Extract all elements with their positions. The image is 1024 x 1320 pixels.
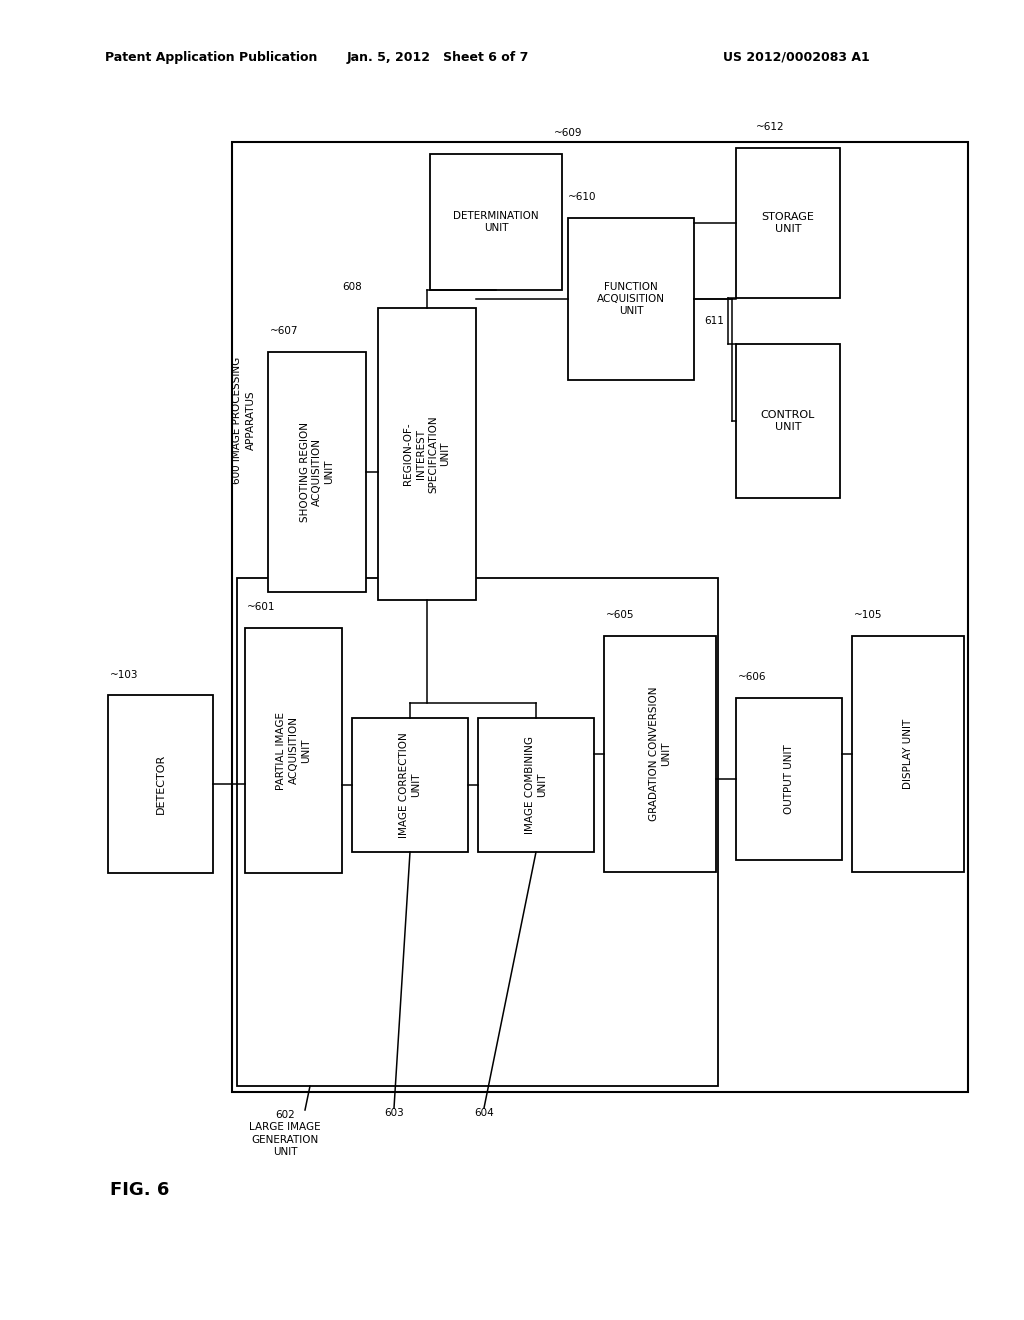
Text: DETECTOR: DETECTOR [156,754,166,814]
Text: 603: 603 [384,1107,403,1118]
Bar [378,308,476,601]
Bar [478,718,594,851]
Text: 611: 611 [705,315,724,326]
Text: IMAGE CORRECTION
UNIT: IMAGE CORRECTION UNIT [398,733,421,838]
Text: ~607: ~607 [270,326,299,337]
Text: DISPLAY UNIT: DISPLAY UNIT [903,719,913,789]
Text: ~612: ~612 [756,121,784,132]
Bar [245,628,342,873]
Text: Jan. 5, 2012   Sheet 6 of 7: Jan. 5, 2012 Sheet 6 of 7 [347,50,529,63]
Text: PARTIAL IMAGE
ACQUISITION
UNIT: PARTIAL IMAGE ACQUISITION UNIT [276,711,311,789]
Bar [604,636,716,873]
Text: FUNCTION
ACQUISITION
UNIT: FUNCTION ACQUISITION UNIT [597,281,665,317]
Text: CONTROL
UNIT: CONTROL UNIT [761,409,815,432]
Bar [232,143,968,1092]
Text: DETERMINATION
UNIT: DETERMINATION UNIT [454,211,539,234]
Bar [568,218,694,380]
Text: 600 IMAGE PROCESSING
APPARATUS: 600 IMAGE PROCESSING APPARATUS [232,356,256,483]
Bar [736,345,840,498]
Bar [268,352,366,591]
Text: ~610: ~610 [568,191,597,202]
Text: ~606: ~606 [738,672,767,682]
Text: ~605: ~605 [606,610,635,620]
Text: FIG. 6: FIG. 6 [110,1181,169,1199]
Bar [852,636,964,873]
Text: REGION-OF-
INTEREST
SPECIFICATION
UNIT: REGION-OF- INTEREST SPECIFICATION UNIT [403,416,451,492]
Text: US 2012/0002083 A1: US 2012/0002083 A1 [723,50,870,63]
Text: SHOOTING REGION
ACQUISITION
UNIT: SHOOTING REGION ACQUISITION UNIT [300,422,335,521]
Bar [352,718,468,851]
Text: GRADATION CONVERSION
UNIT: GRADATION CONVERSION UNIT [649,686,671,821]
Text: ~609: ~609 [554,128,583,139]
Bar [430,154,562,290]
Text: Patent Application Publication: Patent Application Publication [105,50,317,63]
Text: 604: 604 [474,1107,494,1118]
Text: OUTPUT UNIT: OUTPUT UNIT [784,744,794,814]
Text: STORAGE
UNIT: STORAGE UNIT [762,211,814,234]
Text: ~103: ~103 [110,671,138,680]
Text: 608: 608 [342,282,362,292]
Bar [736,148,840,298]
Text: ~601: ~601 [247,602,275,612]
Bar [237,578,718,1086]
Text: IMAGE COMBINING
UNIT: IMAGE COMBINING UNIT [524,737,547,834]
Text: 602
LARGE IMAGE
GENERATION
UNIT: 602 LARGE IMAGE GENERATION UNIT [249,1110,321,1158]
Text: ~105: ~105 [854,610,883,620]
Bar [736,698,842,861]
Bar [108,696,213,873]
